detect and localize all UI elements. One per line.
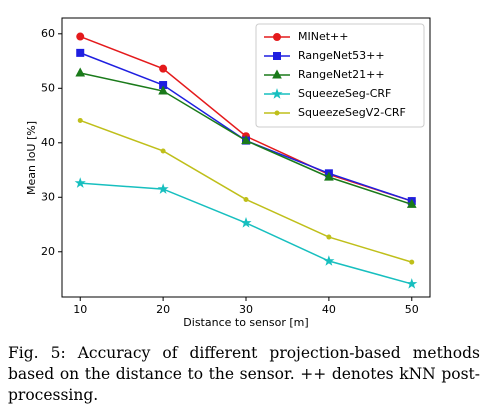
marker: [323, 255, 335, 266]
legend-marker: [272, 69, 282, 79]
marker: [406, 278, 418, 289]
legend-label: RangeNet53++: [298, 49, 385, 62]
marker: [406, 198, 417, 208]
marker: [74, 177, 86, 188]
legend-marker: [271, 88, 283, 99]
x-axis-label: Distance to sensor [m]: [183, 316, 308, 329]
legend-label: SqueezeSegV2-CRF: [298, 106, 406, 119]
marker: [160, 148, 166, 154]
marker: [243, 196, 249, 202]
x-tick-label: 50: [405, 303, 419, 316]
marker: [326, 234, 332, 240]
marker: [157, 183, 169, 194]
caption: Fig. 5: Accuracy of different projection…: [8, 344, 480, 404]
marker: [241, 135, 251, 145]
marker: [159, 64, 168, 73]
y-tick-label: 50: [41, 81, 55, 94]
marker: [409, 259, 415, 265]
legend-marker: [273, 52, 281, 60]
x-tick-label: 30: [239, 303, 253, 316]
y-tick-label: 30: [41, 190, 55, 203]
legend-label: RangeNet21++: [298, 68, 385, 81]
legend-marker: [274, 110, 280, 116]
marker: [324, 171, 334, 181]
chart: Distance to sensor [m] Mean IoU [%] 20 30…: [25, 17, 431, 329]
x-tick-label: 20: [156, 303, 170, 316]
y-tick-label: 60: [41, 27, 55, 40]
x-tick-label: 40: [322, 303, 336, 316]
marker: [76, 32, 85, 41]
marker: [75, 67, 86, 77]
marker: [240, 217, 252, 228]
legend-label: SqueezeSeg-CRF: [298, 87, 391, 100]
y-tick-label: 20: [41, 245, 55, 258]
y-axis-label: Mean IoU [%]: [25, 121, 38, 195]
legend-box: [255, 23, 425, 128]
legend-marker: [273, 33, 281, 41]
x-tick-label: 10: [73, 303, 87, 316]
y-tick-label: 40: [41, 136, 55, 149]
marker: [158, 85, 168, 95]
marker: [76, 48, 85, 57]
marker: [77, 117, 83, 123]
legend-label: MINet++: [298, 30, 348, 43]
